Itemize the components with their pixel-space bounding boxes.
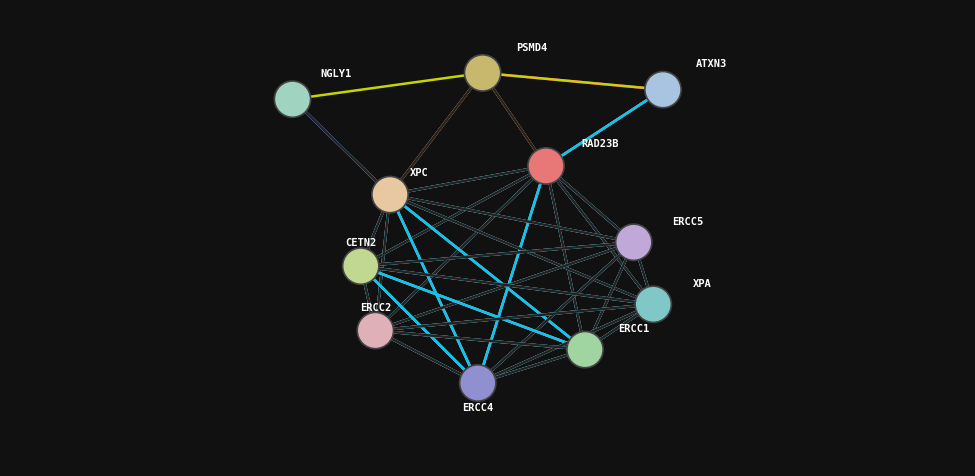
- Circle shape: [357, 313, 394, 349]
- Text: CETN2: CETN2: [345, 238, 376, 248]
- Text: RAD23B: RAD23B: [581, 139, 618, 149]
- Circle shape: [644, 72, 682, 109]
- Text: ERCC2: ERCC2: [360, 302, 391, 312]
- Circle shape: [371, 177, 409, 213]
- Text: ERCC5: ERCC5: [672, 217, 703, 226]
- Circle shape: [459, 365, 496, 401]
- Text: XPA: XPA: [692, 278, 712, 288]
- Text: ERCC1: ERCC1: [618, 324, 649, 333]
- Circle shape: [615, 225, 652, 261]
- Circle shape: [527, 149, 565, 185]
- Circle shape: [635, 287, 672, 323]
- Text: NGLY1: NGLY1: [321, 69, 352, 79]
- Circle shape: [274, 82, 311, 118]
- Circle shape: [342, 248, 379, 285]
- Circle shape: [464, 56, 501, 92]
- Circle shape: [566, 332, 604, 368]
- Text: PSMD4: PSMD4: [516, 43, 547, 52]
- Text: ERCC4: ERCC4: [462, 402, 493, 412]
- Text: ATXN3: ATXN3: [696, 60, 727, 69]
- Text: XPC: XPC: [410, 168, 429, 177]
